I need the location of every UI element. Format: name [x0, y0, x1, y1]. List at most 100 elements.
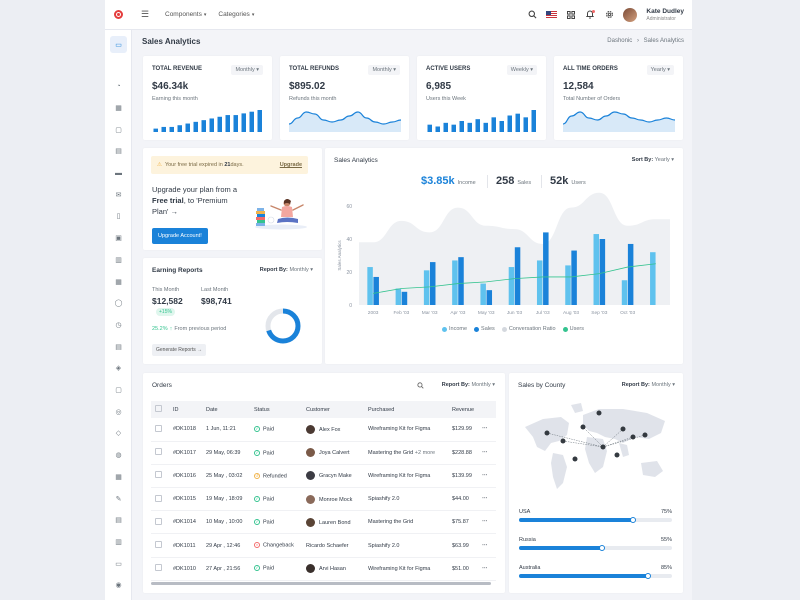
- user-avatar[interactable]: [623, 7, 638, 22]
- legend-item[interactable]: Conversation Ratio: [501, 326, 556, 332]
- column-header-purchased[interactable]: Purchased: [364, 401, 448, 418]
- document-icon[interactable]: ▢: [115, 387, 122, 394]
- breadcrumb-home[interactable]: Dashonic: [607, 38, 633, 44]
- briefcase-icon[interactable]: ▥: [115, 256, 122, 264]
- archive-icon[interactable]: ▭: [115, 560, 122, 568]
- more-options-icon[interactable]: ⋯: [482, 565, 489, 572]
- row-checkbox[interactable]: [155, 448, 162, 456]
- more-options-icon[interactable]: ⋯: [482, 519, 489, 526]
- menu-toggle-icon[interactable]: ☰: [140, 9, 150, 19]
- search-icon[interactable]: [527, 10, 537, 20]
- report-value: Monthly: [471, 382, 491, 388]
- table-row[interactable]: #DK1014 10 May , 10:00 ✓ Paid Lauren Bond…: [151, 510, 496, 535]
- us-flag-icon[interactable]: [546, 11, 558, 18]
- county-report-dropdown[interactable]: Report By: Monthly ▾: [622, 382, 675, 388]
- menu-components[interactable]: Components ▾: [165, 11, 206, 18]
- column-header-id[interactable]: ID: [169, 401, 202, 418]
- tag-icon[interactable]: ◈: [115, 365, 122, 373]
- column-header-date[interactable]: Date: [202, 401, 250, 418]
- menu-categories[interactable]: Categories ▾: [218, 11, 254, 18]
- row-checkbox[interactable]: [155, 541, 162, 549]
- column-header-revenue[interactable]: Revenue: [448, 401, 479, 418]
- row-checkbox[interactable]: [155, 517, 162, 525]
- table-row[interactable]: #DK1018 1 Jun, 11:21 ✓ Paid Alex Fox Wire…: [151, 418, 496, 442]
- avatar: [306, 517, 315, 527]
- box-icon[interactable]: ◇: [115, 430, 122, 438]
- folder-icon[interactable]: ▬: [115, 169, 122, 177]
- earning-report-dropdown[interactable]: Report By: Monthly ▾: [260, 267, 313, 273]
- mail-icon[interactable]: ✉: [115, 191, 122, 199]
- orders-report-dropdown[interactable]: Report By: Monthly ▾: [442, 382, 495, 388]
- file-icon[interactable]: ▤: [115, 343, 122, 351]
- row-checkbox[interactable]: [155, 424, 162, 432]
- award-icon[interactable]: ◎: [115, 408, 122, 416]
- calendar-icon[interactable]: ▦: [115, 104, 122, 112]
- more-options-icon[interactable]: ⋯: [482, 449, 489, 456]
- customer-name[interactable]: Alex Fox: [319, 426, 341, 433]
- stat-period-dropdown[interactable]: Weekly ▾: [506, 65, 537, 75]
- search-icon[interactable]: [417, 382, 424, 391]
- chat-icon[interactable]: ▢: [115, 126, 122, 134]
- bar-income: [650, 252, 656, 305]
- layout-icon[interactable]: ▦: [115, 278, 122, 286]
- upgrade-account-button[interactable]: Upgrade Account!: [152, 228, 208, 244]
- database-icon[interactable]: ▤: [115, 517, 122, 525]
- column-header-status[interactable]: Status: [250, 401, 302, 418]
- pen-icon[interactable]: ✎: [115, 495, 122, 503]
- legend-item[interactable]: Users: [562, 326, 584, 332]
- user-icon[interactable]: ◯: [114, 300, 123, 308]
- table-row[interactable]: #DK1015 19 May , 18:09 ✓ Paid Monroe Mock…: [151, 487, 496, 512]
- monitor-icon[interactable]: ▭: [110, 36, 127, 53]
- grid-icon[interactable]: ▦: [115, 473, 122, 481]
- table-row[interactable]: #DK1017 29 May, 06:39 ✓ Paid Joya Calvert…: [151, 441, 496, 465]
- stat-period-dropdown[interactable]: Monthly ▾: [368, 65, 400, 75]
- customer-name[interactable]: Gracyn Make: [319, 473, 352, 480]
- stat-value: $46.34k: [152, 81, 189, 92]
- pie-icon[interactable]: ◔: [116, 82, 121, 90]
- clock-icon[interactable]: ◷: [115, 321, 122, 329]
- row-checkbox[interactable]: [155, 471, 162, 479]
- column-header-customer[interactable]: Customer: [302, 401, 364, 418]
- customer-name[interactable]: Lauren Bond: [319, 519, 351, 526]
- generate-reports-button[interactable]: Generate Reports →: [152, 344, 207, 356]
- clipboard-icon[interactable]: ▤: [115, 148, 122, 156]
- customer-name[interactable]: Monroe Mock: [319, 496, 353, 503]
- image-icon[interactable]: ▣: [115, 235, 122, 243]
- user-info[interactable]: Kate Dudley Administrator: [646, 8, 684, 22]
- order-id: #DK1016: [169, 464, 202, 489]
- customer-name[interactable]: Joya Calvert: [319, 450, 350, 457]
- legend-item[interactable]: Income: [442, 326, 467, 332]
- more-options-icon[interactable]: ⋯: [482, 542, 489, 549]
- map-pin-icon[interactable]: ◉: [115, 582, 122, 590]
- select-all-checkbox[interactable]: [155, 405, 162, 412]
- row-checkbox[interactable]: [155, 564, 162, 572]
- orders-title: Orders: [152, 382, 172, 389]
- horizontal-scrollbar[interactable]: [151, 582, 491, 585]
- book-icon[interactable]: ▯: [116, 213, 121, 221]
- table-row[interactable]: #DK1011 29 Apr , 12:46 × Changeback Ricar…: [151, 533, 496, 558]
- bar-chart-icon[interactable]: ▥: [115, 538, 122, 546]
- apps-grid-icon[interactable]: [566, 10, 576, 20]
- sort-dropdown[interactable]: Sort By: Yearly ▾: [632, 157, 674, 163]
- stat-period-dropdown[interactable]: Yearly ▾: [646, 65, 674, 75]
- logo[interactable]: [105, 0, 131, 30]
- trial-upgrade-link[interactable]: Upgrade: [279, 162, 302, 168]
- customer-name[interactable]: Arvi Hasan: [319, 566, 346, 573]
- stat-subtitle: Users this Week: [426, 96, 466, 102]
- stat-period-dropdown[interactable]: Monthly ▾: [231, 65, 263, 75]
- more-options-icon[interactable]: ⋯: [482, 496, 489, 503]
- table-row[interactable]: #DK1016 25 May , 03:02 ↺ Refunded Gracyn …: [151, 464, 496, 489]
- purchased-extra[interactable]: +2 more: [414, 449, 436, 456]
- gear-icon[interactable]: [604, 10, 614, 20]
- row-checkbox[interactable]: [155, 494, 162, 502]
- customer-name[interactable]: Ricardo Schaefer: [306, 542, 349, 549]
- table-row[interactable]: #DK1010 27 Apr , 21:56 ✓ Paid Arvi Hasan …: [151, 557, 496, 581]
- legend-item[interactable]: Sales: [474, 326, 495, 332]
- globe-icon[interactable]: ◍: [115, 452, 122, 460]
- spark-bar: [177, 125, 182, 132]
- menu-categories-label: Categories: [218, 11, 250, 18]
- bell-icon[interactable]: [585, 9, 596, 20]
- more-options-icon[interactable]: ⋯: [482, 426, 489, 433]
- more-options-icon[interactable]: ⋯: [482, 472, 489, 479]
- status-icon: ✓: [254, 426, 260, 433]
